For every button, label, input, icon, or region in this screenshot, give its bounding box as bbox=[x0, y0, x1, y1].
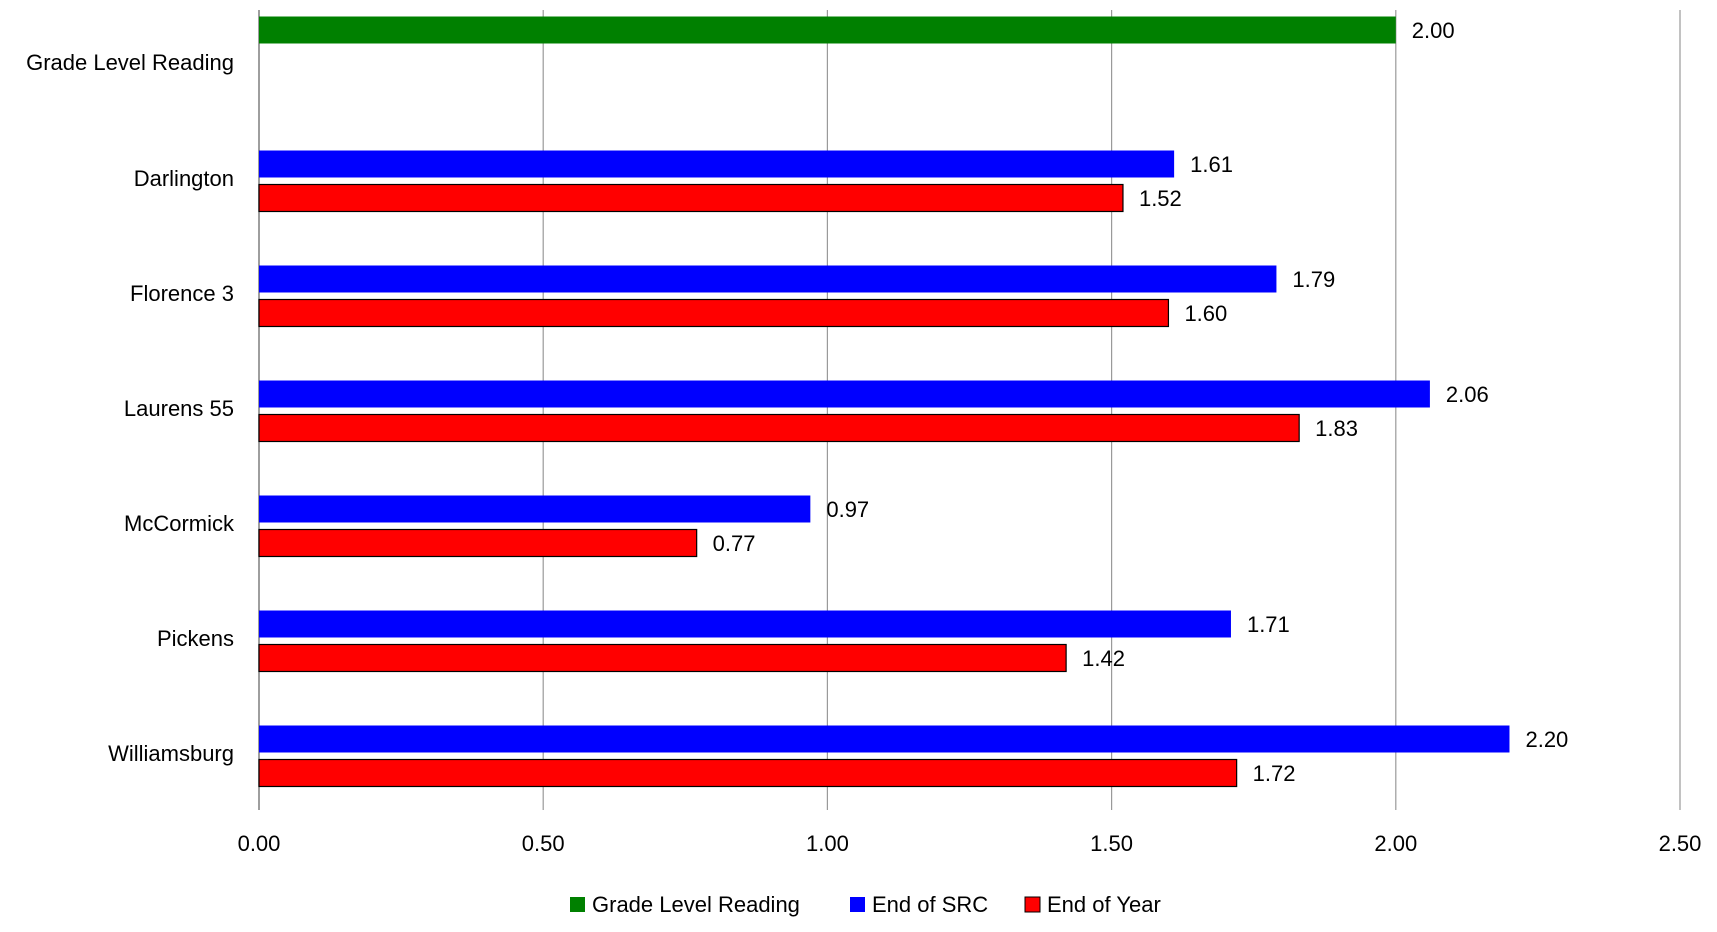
category-label: Darlington bbox=[134, 166, 234, 191]
x-axis-tick-labels: 0.00 0.50 1.00 1.50 2.00 2.50 bbox=[238, 831, 1702, 856]
data-label: 0.97 bbox=[826, 497, 869, 522]
data-label: 1.79 bbox=[1292, 267, 1335, 292]
data-label: 1.42 bbox=[1082, 646, 1125, 671]
x-tick-label: 1.00 bbox=[806, 831, 849, 856]
bar-grade-level-reading bbox=[259, 16, 1396, 44]
x-tick-label: 0.50 bbox=[522, 831, 565, 856]
x-tick-label: 2.50 bbox=[1659, 831, 1702, 856]
x-tick-label: 0.00 bbox=[238, 831, 281, 856]
bars bbox=[258, 16, 1510, 788]
category-label: Florence 3 bbox=[130, 281, 234, 306]
legend-label: End of SRC bbox=[872, 892, 988, 917]
legend-swatch bbox=[570, 897, 585, 912]
legend-label: End of Year bbox=[1047, 892, 1161, 917]
bar-end-of-year bbox=[258, 643, 1067, 673]
data-label: 1.72 bbox=[1253, 761, 1296, 786]
bar-end-of-src bbox=[259, 380, 1430, 408]
data-label: 1.60 bbox=[1184, 301, 1227, 326]
bar-end-of-year bbox=[258, 528, 698, 558]
legend-swatch bbox=[850, 897, 865, 912]
bar-end-of-src bbox=[259, 495, 811, 523]
data-label: 2.06 bbox=[1446, 382, 1489, 407]
data-label: 1.83 bbox=[1315, 416, 1358, 441]
data-label: 2.00 bbox=[1412, 18, 1455, 43]
category-label: Williamsburg bbox=[108, 741, 234, 766]
bar-end-of-year bbox=[258, 413, 1300, 443]
category-label: McCormick bbox=[124, 511, 235, 536]
bar-end-of-src bbox=[259, 150, 1175, 178]
bar-end-of-src bbox=[259, 610, 1231, 638]
category-labels: Grade Level Reading Darlington Florence 3 L… bbox=[26, 50, 235, 766]
legend-label: Grade Level Reading bbox=[592, 892, 800, 917]
bar-end-of-src bbox=[259, 265, 1277, 293]
grid-lines bbox=[258, 10, 1681, 810]
bar-end-of-year bbox=[258, 298, 1170, 328]
data-label: 1.61 bbox=[1190, 152, 1233, 177]
data-label: 2.20 bbox=[1525, 727, 1568, 752]
legend-swatch bbox=[1024, 896, 1041, 913]
category-label: Grade Level Reading bbox=[26, 50, 234, 75]
data-label: 0.77 bbox=[713, 531, 756, 556]
bar-end-of-year bbox=[258, 758, 1238, 788]
data-labels: 2.00 1.61 1.52 1.79 1.60 2.06 1.83 0.97 0.77 1.71… bbox=[713, 18, 1569, 786]
category-label: Pickens bbox=[157, 626, 234, 651]
bar-end-of-src bbox=[259, 725, 1510, 753]
x-tick-label: 2.00 bbox=[1374, 831, 1417, 856]
data-label: 1.52 bbox=[1139, 186, 1182, 211]
x-tick-label: 1.50 bbox=[1090, 831, 1133, 856]
legend: Grade Level Reading End of SRC End of Year bbox=[570, 892, 1161, 917]
category-label: Laurens 55 bbox=[124, 396, 234, 421]
data-label: 1.71 bbox=[1247, 612, 1290, 637]
bar-end-of-year bbox=[258, 183, 1124, 213]
